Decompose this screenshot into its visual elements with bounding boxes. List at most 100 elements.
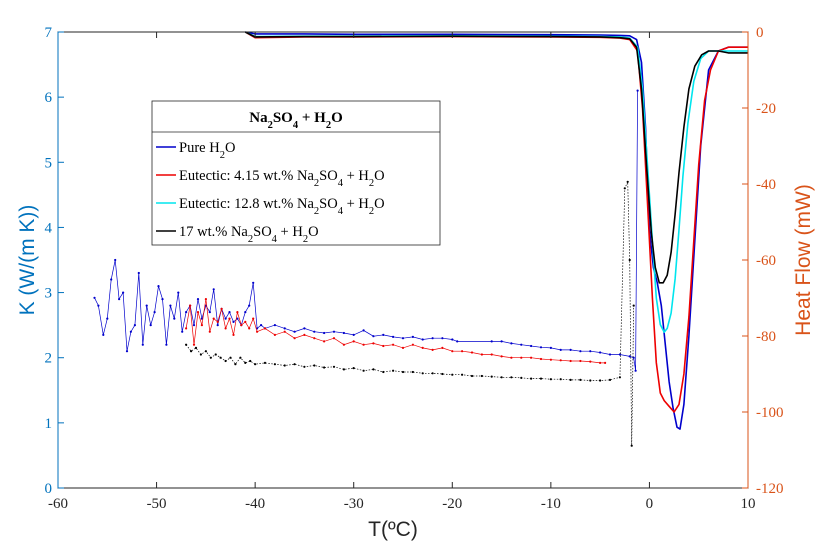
- y-left-tick-label: 5: [45, 155, 53, 171]
- conductivity-point: [122, 291, 125, 294]
- heat-flow-layer: [244, 31, 748, 430]
- legend-entry-part: 2: [314, 178, 319, 189]
- conductivity-point: [352, 333, 355, 336]
- conductivity-point: [185, 311, 188, 314]
- conductivity-point: [431, 348, 434, 351]
- conductivity-point: [401, 370, 405, 374]
- conductivity-point: [194, 346, 198, 349]
- legend-entry-part: O: [308, 224, 318, 240]
- legend-title: Na2SO4 + H2O: [249, 110, 343, 131]
- conductivity-point: [451, 338, 454, 341]
- legend-entry-part: 4: [338, 178, 344, 189]
- conductivity-point: [618, 376, 622, 379]
- conductivity-point: [244, 320, 247, 323]
- conductivity-point: [293, 363, 296, 366]
- legend-entry-part: O: [374, 168, 384, 184]
- conductivity-point: [636, 89, 639, 92]
- conductivity-point: [352, 367, 355, 370]
- legend-title-part: Na: [249, 110, 268, 126]
- y-left-tick-label: 0: [45, 481, 53, 497]
- legend-entry-part: SO: [319, 196, 338, 212]
- y-right-tick-label: -100: [756, 405, 784, 421]
- conductivity-point: [313, 337, 316, 340]
- conductivity-point: [283, 330, 286, 333]
- legend-title-part: SO: [273, 110, 293, 126]
- conductivity-point: [630, 444, 633, 447]
- conductivity-point: [200, 317, 203, 320]
- conductivity-point: [293, 337, 296, 340]
- x-tick-label: 10: [741, 496, 756, 512]
- conductivity-point: [273, 363, 276, 366]
- conductivity-point: [224, 317, 227, 320]
- x-tick-label: -30: [344, 496, 364, 512]
- conductivity-point: [190, 350, 193, 353]
- legend-entry-part: 4: [338, 206, 344, 217]
- conductivity-point: [520, 356, 523, 359]
- conductivity-point: [157, 285, 160, 288]
- conductivity-point: [129, 330, 132, 333]
- legend-entry-part: + H: [343, 196, 369, 212]
- conductivity-point: [283, 364, 286, 367]
- conductivity-point: [539, 346, 543, 349]
- conductivity-point: [451, 350, 454, 353]
- conductivity-point: [372, 342, 375, 345]
- conductivity-point: [392, 335, 395, 338]
- legend-entry-label: Pure H2O: [179, 140, 235, 161]
- conductivity-point: [263, 327, 267, 330]
- conductivity-point: [273, 324, 276, 327]
- y-left-tick-label: 1: [45, 416, 53, 432]
- conductivity-point: [303, 333, 306, 336]
- conductivity-point: [461, 350, 464, 353]
- conductivity-point: [559, 378, 562, 381]
- conductivity-point: [114, 258, 117, 262]
- conductivity-point: [411, 370, 414, 374]
- conductivity-point: [212, 288, 215, 291]
- conductivity-point: [589, 360, 592, 363]
- conductivity-point: [411, 343, 414, 346]
- conductivity-point: [539, 357, 543, 361]
- conductivity-point: [303, 365, 306, 368]
- conductivity-point: [421, 372, 424, 375]
- conductivity-point: [332, 337, 336, 340]
- conductivity-point: [214, 353, 217, 356]
- conductivity-point: [273, 333, 276, 336]
- x-tick-label: -50: [147, 496, 167, 512]
- legend-entry-label: 17 wt.% Na2SO4 + H2O: [179, 224, 319, 245]
- x-axis-title-label: T(ºC): [368, 518, 418, 541]
- x-tick-label: -10: [541, 496, 561, 512]
- conductivity-point: [323, 331, 326, 335]
- legend-entry-part: 2: [314, 206, 319, 217]
- conductivity-point: [220, 307, 223, 310]
- x-tick-label: -40: [245, 496, 265, 512]
- conductivity-point: [628, 355, 631, 358]
- conductivity-point: [490, 375, 493, 378]
- conductivity-point: [441, 346, 444, 349]
- y-right-tick-label: 0: [756, 25, 764, 41]
- y-left-tick-label: 4: [45, 220, 53, 236]
- conductivity-point: [240, 324, 243, 327]
- conductivity-point: [628, 258, 631, 262]
- y-left-axis-title-label: K (W/(m K)): [16, 205, 39, 316]
- legend-entry-part: 2: [303, 234, 308, 245]
- conductivity-point: [569, 348, 572, 351]
- conductivity-point: [559, 359, 562, 362]
- y-right-tick-label: -60: [756, 253, 776, 269]
- y-right-tick-label: -80: [756, 329, 776, 345]
- conductivity-point: [549, 346, 553, 349]
- conductivity-point: [125, 350, 129, 353]
- conductivity-point: [248, 327, 251, 330]
- conductivity-point: [480, 374, 483, 378]
- conductivity-point: [133, 324, 136, 327]
- conductivity-point: [236, 317, 239, 320]
- legend-entry-label: Eutectic: 12.8 wt.% Na2SO4 + H2O: [179, 196, 385, 217]
- conductivity-point: [579, 359, 582, 363]
- conductivity-point: [260, 324, 263, 327]
- conductivity-point: [623, 187, 626, 190]
- conductivity-point: [145, 304, 148, 307]
- conductivity-point: [219, 356, 222, 359]
- conductivity-point: [204, 298, 207, 301]
- conductivity-point: [632, 304, 635, 307]
- conductivity-point: [352, 340, 355, 343]
- conductivity-point: [421, 346, 424, 349]
- conductivity-point: [431, 372, 434, 375]
